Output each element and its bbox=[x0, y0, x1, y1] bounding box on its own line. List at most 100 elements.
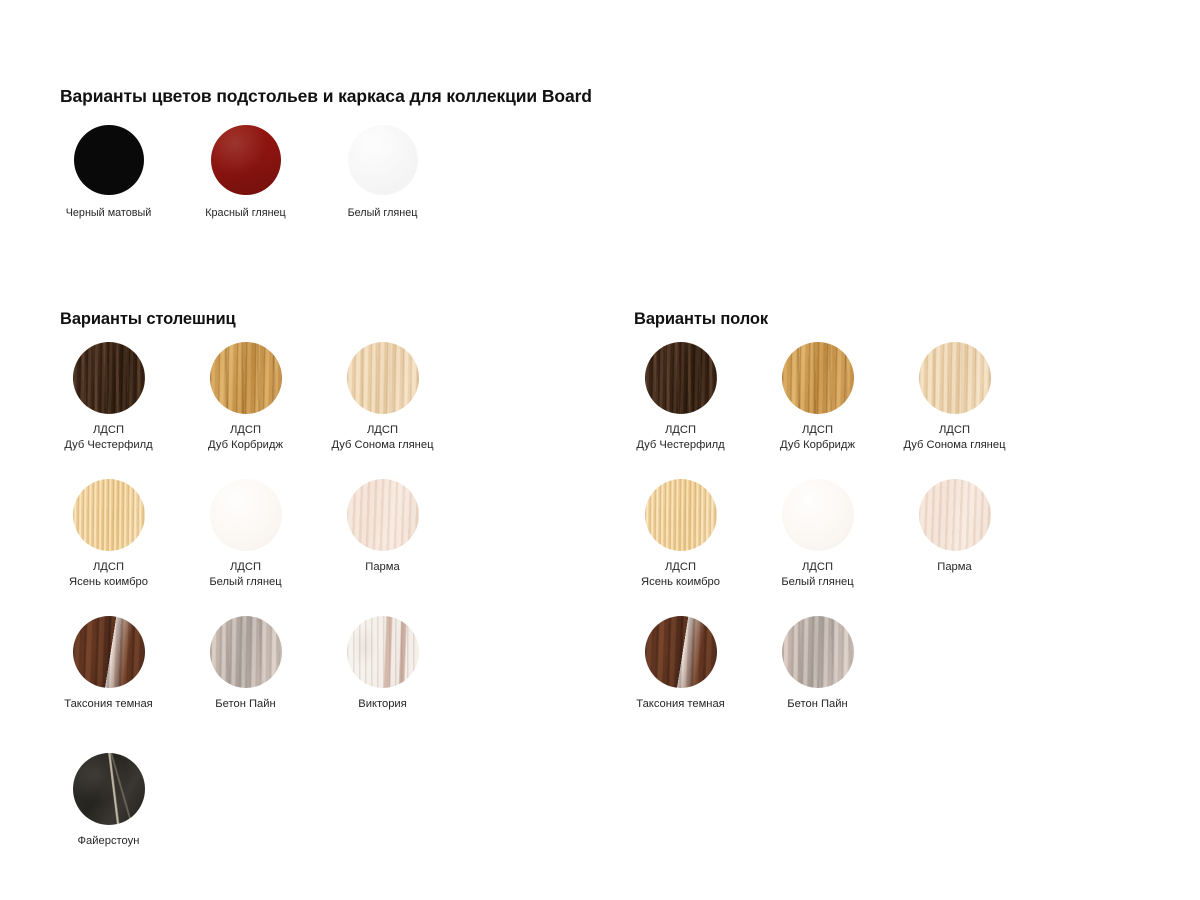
swatch-caption: ЛДСП Дуб Честерфилд bbox=[636, 423, 724, 453]
swatch-item[interactable]: Таксония темная bbox=[40, 611, 177, 748]
swatch-item[interactable]: Черный матовый bbox=[40, 120, 177, 230]
swatch-label: ЛДСП bbox=[938, 424, 971, 436]
swatch-item[interactable]: Виктория bbox=[314, 611, 451, 748]
swatch-caption: Бетон Пайн bbox=[787, 697, 847, 712]
swatch-label: Бетон Пайн bbox=[215, 698, 276, 710]
swatch-label: ЛДСП bbox=[366, 424, 399, 436]
swatch-caption: Файерстоун bbox=[78, 834, 140, 849]
swatch-sublabel: Ясень коимбро bbox=[641, 576, 720, 588]
swatch-label: Черный матовый bbox=[65, 207, 152, 219]
swatch-label: ЛДСП bbox=[801, 561, 834, 573]
swatch-label: Таксония темная bbox=[636, 698, 725, 710]
swatch-label: Парма bbox=[365, 561, 400, 573]
swatch-item[interactable]: ЛДСП Дуб Сонома глянец bbox=[314, 337, 451, 474]
swatch-caption: ЛДСП Белый глянец bbox=[781, 560, 853, 590]
shelf-swatch-grid: ЛДСП Дуб Честерфилд ЛДСП Дуб Корбридж ЛДСП Ду… bbox=[612, 337, 1023, 748]
swatch-caption: ЛДСП Дуб Сонома глянец bbox=[903, 423, 1005, 453]
swatch-caption: Виктория bbox=[358, 697, 406, 712]
swatch-caption: ЛДСП Дуб Корбридж bbox=[208, 423, 283, 453]
swatch-circle[interactable] bbox=[644, 342, 717, 414]
swatch-caption: Таксония темная bbox=[636, 697, 724, 712]
swatch-caption: ЛДСП Дуб Сонома глянец bbox=[331, 423, 433, 453]
swatch-item[interactable]: ЛДСП Белый глянец bbox=[177, 474, 314, 611]
page-title: Варианты цветов подстольев и каркаса для… bbox=[60, 85, 592, 106]
swatch-circle[interactable] bbox=[72, 616, 145, 688]
swatch-sublabel: Ясень коимбро bbox=[69, 576, 148, 588]
swatch-caption: Бетон Пайн bbox=[215, 697, 275, 712]
swatch-circle[interactable] bbox=[209, 342, 282, 414]
swatch-item[interactable]: ЛДСП Дуб Честерфилд bbox=[40, 337, 177, 474]
swatch-circle[interactable] bbox=[209, 616, 282, 688]
swatch-caption: Черный матовый bbox=[66, 206, 152, 221]
swatch-item[interactable]: ЛДСП Ясень коимбро bbox=[40, 474, 177, 611]
swatch-sublabel: Дуб Корбридж bbox=[208, 439, 283, 451]
swatch-circle[interactable] bbox=[781, 479, 854, 551]
swatch-label: Файерстоун bbox=[77, 835, 140, 847]
swatch-sublabel: Дуб Корбридж bbox=[780, 439, 855, 451]
tabletops-section-title: Варианты столешниц bbox=[60, 309, 236, 328]
swatch-circle[interactable] bbox=[72, 753, 145, 825]
swatch-circle[interactable] bbox=[346, 342, 419, 414]
swatch-circle[interactable] bbox=[209, 479, 282, 551]
swatch-item[interactable]: Парма bbox=[886, 474, 1023, 611]
swatch-caption: ЛДСП Ясень коимбро bbox=[69, 560, 148, 590]
swatch-circle[interactable] bbox=[346, 479, 419, 551]
swatch-sublabel: Дуб Честерфилд bbox=[64, 439, 153, 451]
swatch-label: Белый глянец bbox=[347, 207, 418, 219]
swatch-caption: Красный глянец bbox=[205, 206, 285, 221]
swatch-caption: ЛДСП Дуб Честерфилд bbox=[64, 423, 152, 453]
swatch-circle[interactable] bbox=[346, 616, 419, 688]
swatch-sublabel: Дуб Честерфилд bbox=[636, 439, 725, 451]
swatch-item[interactable]: Красный глянец bbox=[177, 120, 314, 230]
swatch-label: ЛДСП bbox=[801, 424, 834, 436]
swatch-label: ЛДСП bbox=[92, 424, 125, 436]
swatch-item[interactable]: ЛДСП Дуб Сонома глянец bbox=[886, 337, 1023, 474]
swatch-sublabel: Дуб Сонома глянец bbox=[331, 439, 434, 451]
swatch-item[interactable]: ЛДСП Ясень коимбро bbox=[612, 474, 749, 611]
tabletop-swatch-grid: ЛДСП Дуб Честерфилд ЛДСП Дуб Корбридж ЛДСП Ду… bbox=[40, 337, 451, 885]
swatch-sublabel: Дуб Сонома глянец bbox=[903, 439, 1006, 451]
swatch-label: Бетон Пайн bbox=[787, 698, 848, 710]
swatch-item[interactable]: ЛДСП Дуб Корбридж bbox=[749, 337, 886, 474]
swatch-circle[interactable] bbox=[781, 342, 854, 414]
swatch-circle[interactable] bbox=[918, 479, 991, 551]
swatch-circle[interactable] bbox=[644, 616, 717, 688]
swatch-caption: Таксония темная bbox=[64, 697, 152, 712]
swatch-caption: Парма bbox=[937, 560, 971, 575]
swatch-caption: ЛДСП Дуб Корбридж bbox=[780, 423, 855, 453]
swatch-label: ЛДСП bbox=[92, 561, 125, 573]
swatch-circle[interactable] bbox=[347, 125, 418, 195]
swatch-caption: Парма bbox=[365, 560, 399, 575]
swatch-label: Красный глянец bbox=[205, 207, 286, 219]
swatch-circle[interactable] bbox=[72, 342, 145, 414]
swatch-item[interactable]: Белый глянец bbox=[314, 120, 451, 230]
shelves-section-title: Варианты полок bbox=[634, 309, 769, 328]
swatch-item[interactable]: ЛДСП Дуб Честерфилд bbox=[612, 337, 749, 474]
swatch-item[interactable]: Парма bbox=[314, 474, 451, 611]
swatch-label: Виктория bbox=[358, 698, 407, 710]
swatch-sublabel: Белый глянец bbox=[781, 576, 854, 588]
swatch-label: ЛДСП bbox=[664, 561, 697, 573]
swatch-label: ЛДСП bbox=[664, 424, 697, 436]
swatch-item[interactable]: Бетон Пайн bbox=[177, 611, 314, 748]
swatch-item[interactable]: Таксония темная bbox=[612, 611, 749, 748]
swatch-label: Таксония темная bbox=[64, 698, 153, 710]
swatch-item[interactable]: Файерстоун bbox=[40, 748, 177, 885]
swatch-circle[interactable] bbox=[918, 342, 991, 414]
swatch-circle[interactable] bbox=[781, 616, 854, 688]
swatch-caption: Белый глянец bbox=[348, 206, 418, 221]
swatch-caption: ЛДСП Белый глянец bbox=[209, 560, 281, 590]
swatch-label: ЛДСП bbox=[229, 561, 262, 573]
swatch-sublabel: Белый глянец bbox=[209, 576, 282, 588]
swatch-item[interactable]: Бетон Пайн bbox=[749, 611, 886, 748]
swatch-circle[interactable] bbox=[644, 479, 717, 551]
swatch-circle[interactable] bbox=[72, 479, 145, 551]
swatch-item[interactable]: ЛДСП Белый глянец bbox=[749, 474, 886, 611]
swatch-circle[interactable] bbox=[73, 125, 144, 195]
swatch-item[interactable]: ЛДСП Дуб Корбридж bbox=[177, 337, 314, 474]
frame-color-grid: Черный матовый Красный глянец Белый глянец bbox=[40, 120, 451, 230]
swatch-caption: ЛДСП Ясень коимбро bbox=[641, 560, 720, 590]
swatch-label: Парма bbox=[937, 561, 972, 573]
swatch-circle[interactable] bbox=[210, 125, 281, 195]
